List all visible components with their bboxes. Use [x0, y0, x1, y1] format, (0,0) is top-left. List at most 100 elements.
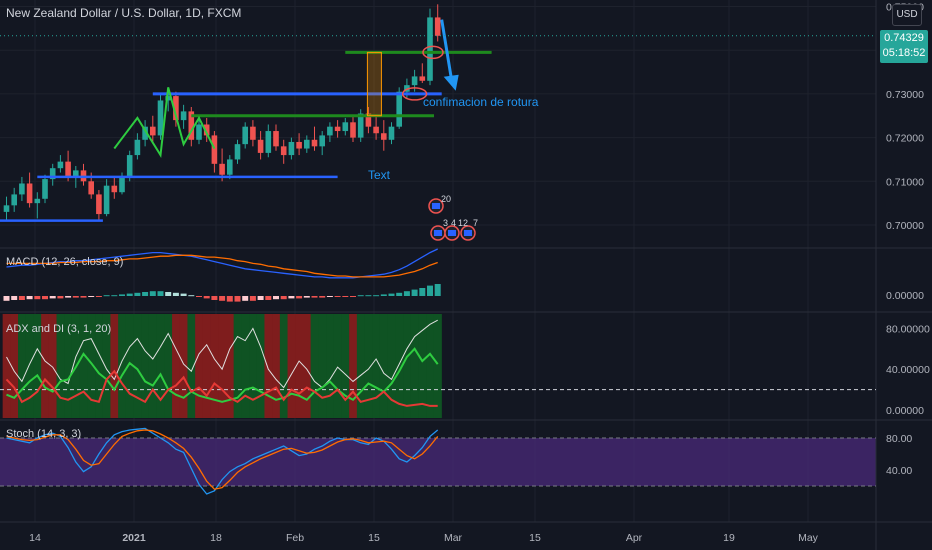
adx-trend-bar — [225, 314, 234, 418]
candle-body — [3, 205, 10, 212]
candle-body — [34, 198, 41, 204]
macd-histogram-bar — [411, 289, 418, 296]
candle-body — [103, 185, 110, 215]
event-markers[interactable]: 20 3 4 12 7 — [428, 194, 478, 241]
macd-histogram-bar — [149, 291, 156, 296]
candle-body — [373, 126, 379, 134]
adx-trend-bar — [433, 314, 442, 418]
bar-countdown: 05:18:52 — [882, 47, 926, 59]
currency-button[interactable]: USD — [892, 4, 922, 26]
candle-body — [311, 139, 318, 147]
candles[interactable] — [3, 4, 441, 221]
adx-trend-bar — [133, 314, 142, 418]
macd-histogram-bar — [18, 296, 25, 300]
adx-trend-bar — [2, 314, 11, 418]
adx-trend-bar — [387, 314, 396, 418]
time-axis[interactable]: 14 2021 18 Feb 15 Mar 15 Apr 19 May — [29, 532, 819, 544]
macd-histogram-bar — [242, 296, 249, 301]
time-tick-label: 15 — [529, 532, 541, 544]
macd-histogram-bar — [72, 296, 79, 298]
candle-body — [65, 161, 71, 177]
adx-trend-bar — [102, 314, 111, 418]
candle-body — [57, 161, 64, 169]
price-tick-label: 0.73000 — [886, 89, 924, 101]
adx-trend-bar — [110, 314, 119, 418]
stoch-legend[interactable]: Stoch (14, 3, 3) — [6, 428, 82, 440]
candle-body — [188, 111, 195, 140]
macd-histogram-bar — [319, 296, 326, 298]
event-flag-flag — [432, 203, 440, 209]
candle-body — [350, 122, 356, 138]
macd-tick-label: 0.00000 — [886, 290, 924, 302]
macd-legend[interactable]: MACD (12, 26, close, 9) — [6, 256, 124, 268]
candle-body — [134, 139, 141, 156]
adx-trend-bar — [302, 314, 311, 418]
symbol-title[interactable]: New Zealand Dollar / U.S. Dollar, 1D, FX… — [6, 6, 242, 20]
macd-histogram-bar — [26, 296, 33, 300]
macd-histogram-bar — [365, 295, 372, 297]
macd-histogram-bar — [211, 296, 218, 300]
adx-line — [6, 319, 438, 389]
macd-histogram-bar — [219, 296, 226, 301]
macd-histogram-bar — [157, 291, 164, 296]
adx-trend-bar — [33, 314, 42, 418]
time-tick-label: 2021 — [122, 532, 146, 544]
adx-trend-bar — [403, 314, 412, 418]
adx-trend-bar — [287, 314, 296, 418]
price-tick-label: 0.72000 — [886, 133, 924, 145]
macd-histogram-bar — [350, 296, 356, 297]
annotation-breakout-confirmation[interactable]: confimacion de rotura — [423, 95, 539, 109]
macd-histogram-bar — [119, 294, 125, 296]
candle-body — [203, 124, 210, 136]
candle-body — [381, 133, 387, 140]
macd-histogram-bar — [373, 295, 380, 297]
candle-body — [280, 146, 287, 156]
candle-body — [419, 76, 426, 81]
candle-body — [157, 100, 164, 136]
range-box — [366, 51, 382, 117]
candle-body — [434, 17, 441, 36]
macd-histogram-bar — [80, 296, 87, 298]
adx-legend[interactable]: ADX and DI (3, 1, 20) — [6, 323, 112, 335]
event-count: 20 — [441, 194, 451, 204]
price-axis[interactable]: 0.700000.710000.720000.730000.750000.000… — [886, 2, 930, 478]
drawing-overlays[interactable] — [0, 19, 876, 222]
candle-body — [142, 126, 148, 140]
adx-trend-bar — [202, 314, 211, 418]
macd-histogram-bar — [249, 296, 256, 301]
candle-body — [334, 126, 341, 132]
adx-trend-bar — [426, 314, 435, 418]
time-tick-label: 15 — [368, 532, 380, 544]
adx-trend-bar — [87, 314, 96, 418]
adx-trend-bar — [64, 314, 73, 418]
adx-trend-bar — [379, 314, 388, 418]
macd-pane — [3, 248, 441, 302]
candle-body — [126, 155, 133, 177]
macd-histogram-bar — [57, 296, 64, 299]
macd-histogram-bar — [134, 292, 141, 296]
adx-trend-bar — [233, 314, 242, 418]
event-count: 4 — [451, 218, 456, 228]
stoch-tick-label: 40.00 — [886, 465, 912, 477]
stoch-tick-label: 80.00 — [886, 433, 912, 445]
candle-body — [211, 135, 218, 164]
macd-histogram-bar — [172, 292, 179, 296]
time-tick-label: Feb — [286, 532, 304, 544]
adx-trend-bar — [25, 314, 34, 418]
macd-histogram-bar — [3, 296, 10, 301]
signal-line — [6, 254, 438, 278]
adx-trend-bar — [295, 314, 304, 418]
macd-histogram-bar — [196, 296, 202, 297]
adx-trend-bar — [172, 314, 181, 418]
annotation-text[interactable]: Text — [368, 168, 391, 182]
candle-body — [396, 91, 402, 127]
candle-body — [342, 122, 349, 132]
macd-histogram-bar — [103, 295, 110, 297]
candle-body — [19, 183, 25, 195]
macd-histogram-bar — [88, 296, 95, 297]
adx-trend-bar — [241, 314, 250, 418]
event-flag-flag — [464, 230, 472, 236]
adx-trend-bar — [195, 314, 204, 418]
event-flag-flag — [448, 230, 456, 236]
